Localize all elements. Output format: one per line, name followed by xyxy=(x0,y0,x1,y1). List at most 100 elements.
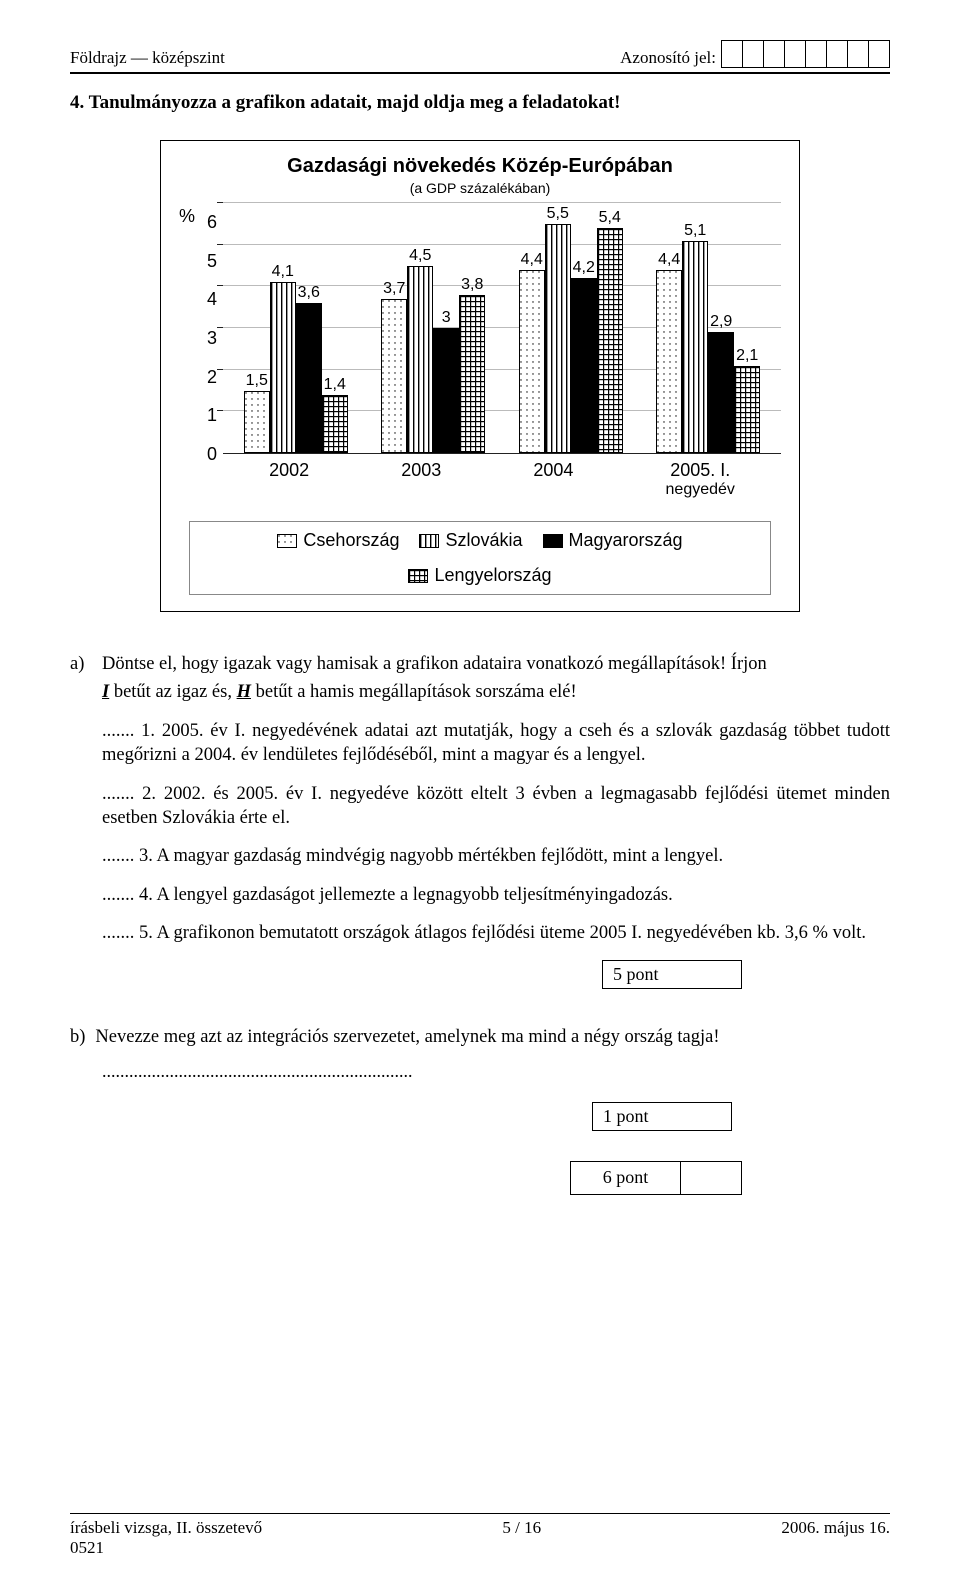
bar: 1,4 xyxy=(322,395,348,453)
legend-swatch xyxy=(419,534,439,548)
statement-2: ....... 2. 2002. és 2005. év I. negyedév… xyxy=(70,782,890,831)
bar: 2,1 xyxy=(734,366,760,454)
bar: 4,4 xyxy=(656,270,682,453)
legend-swatch xyxy=(543,534,563,548)
question-a: a) Döntse el, hogy igazak vagy hamisak a… xyxy=(70,652,890,676)
legend-label: Csehország xyxy=(303,530,399,551)
legend-item: Magyarország xyxy=(543,530,683,551)
gridline xyxy=(223,202,781,203)
bar: 3,7 xyxy=(381,299,407,453)
id-box-row xyxy=(722,40,890,68)
y-tick xyxy=(217,327,223,328)
qa-intro: Döntse el, hogy igazak vagy hamisak a gr… xyxy=(102,654,767,674)
bar: 4,1 xyxy=(270,282,296,453)
y-tick-label: 4 xyxy=(207,290,217,308)
x-tick-label: 2004 xyxy=(533,460,573,499)
bar: 2,9 xyxy=(708,332,734,453)
bar: 5,1 xyxy=(682,241,708,454)
bar-group: 3,74,533,8 xyxy=(381,266,485,454)
question-a-text: Döntse el, hogy igazak vagy hamisak a gr… xyxy=(102,652,767,676)
y-tick-label: 5 xyxy=(207,252,217,270)
id-box[interactable] xyxy=(805,40,827,68)
statement-5: ....... 5. A grafikonon bemutatott orszá… xyxy=(70,921,890,945)
y-tick-label: 6 xyxy=(207,213,217,231)
points-b-box: 1 pont xyxy=(592,1102,732,1132)
legend-swatch xyxy=(408,569,428,583)
bar-value-label: 3,8 xyxy=(461,276,483,294)
points-total-blank[interactable] xyxy=(681,1162,741,1194)
header-rule xyxy=(70,72,890,74)
question-a-line2: I betűt az igaz és, H betűt a hamis megá… xyxy=(70,680,890,704)
legend-label: Magyarország xyxy=(569,530,683,551)
bar: 4,4 xyxy=(519,270,545,453)
id-box[interactable] xyxy=(826,40,848,68)
header-right: Azonosító jel: xyxy=(620,40,890,68)
y-tick xyxy=(217,410,223,411)
bar-value-label: 4,5 xyxy=(409,247,431,265)
points-a-box: 5 pont xyxy=(602,960,742,990)
legend: Csehország Szlovákia Magyarország Lengyelor… xyxy=(189,521,771,595)
bar-group: 1,54,13,61,4 xyxy=(244,282,348,453)
y-tick xyxy=(217,202,223,203)
x-tick-label: 2005. I.negyedév xyxy=(666,460,735,499)
bar: 4,2 xyxy=(571,278,597,453)
x-axis-labels: 2002 2003 2004 2005. I.negyedév xyxy=(223,460,781,499)
bar-value-label: 4,2 xyxy=(573,259,595,277)
legend-label: Lengyelország xyxy=(434,565,551,586)
bar-value-label: 4,1 xyxy=(272,263,294,281)
id-box[interactable] xyxy=(763,40,785,68)
y-tick xyxy=(217,369,223,370)
bar: 3,8 xyxy=(459,295,485,453)
bar: 5,5 xyxy=(545,224,571,453)
bar-group: 4,45,54,25,4 xyxy=(519,224,623,453)
bar-value-label: 5,4 xyxy=(599,209,621,227)
points-total-box: 6 pont xyxy=(570,1161,742,1195)
bar-value-label: 3,6 xyxy=(298,284,320,302)
task-heading: 4. Tanulmányozza a grafikon adatait, maj… xyxy=(70,92,890,114)
qa-end: betűt a hamis megállapítások sorszáma el… xyxy=(251,682,577,702)
footer-left-line2: 0521 xyxy=(70,1538,262,1558)
y-tick-label: 2 xyxy=(207,368,217,386)
id-box[interactable] xyxy=(868,40,890,68)
bar-value-label: 1,4 xyxy=(324,376,346,394)
y-tick xyxy=(217,285,223,286)
page-footer: írásbeli vizsga, II. összetevő 0521 5 / … xyxy=(70,1513,890,1558)
question-a-label: a) xyxy=(70,652,92,676)
id-box[interactable] xyxy=(742,40,764,68)
footer-right: 2006. május 16. xyxy=(781,1518,890,1558)
statement-1: ....... 1. 2005. év I. negyedévének adat… xyxy=(70,719,890,768)
bar-value-label: 5,1 xyxy=(684,222,706,240)
id-box[interactable] xyxy=(847,40,869,68)
y-tick xyxy=(217,244,223,245)
legend-label: Szlovákia xyxy=(445,530,522,551)
id-box[interactable] xyxy=(721,40,743,68)
chart-container: Gazdasági növekedés Közép-Európában (a G… xyxy=(160,140,800,612)
y-axis-label: % xyxy=(179,204,207,499)
y-tick-label: 0 xyxy=(207,445,217,463)
bar-value-label: 5,5 xyxy=(547,205,569,223)
answer-line[interactable]: ........................................… xyxy=(70,1060,890,1084)
bar: 3,6 xyxy=(296,303,322,453)
footer-left-line1: írásbeli vizsga, II. összetevő xyxy=(70,1518,262,1538)
legend-swatch xyxy=(277,534,297,548)
y-tick-label: 3 xyxy=(207,329,217,347)
points-total-row: 6 pont xyxy=(70,1161,890,1195)
id-box[interactable] xyxy=(784,40,806,68)
bar-value-label: 2,9 xyxy=(710,313,732,331)
bar-value-label: 2,1 xyxy=(736,347,758,365)
letter-h: H xyxy=(237,682,251,702)
chart-subtitle: (a GDP százalékában) xyxy=(179,180,781,196)
x-tick-label: 2003 xyxy=(401,460,441,499)
points-a-row: 5 pont xyxy=(70,960,890,990)
chart-title: Gazdasági növekedés Közép-Európában xyxy=(179,155,781,178)
y-tick-label: 1 xyxy=(207,406,217,424)
bar-group: 4,45,12,92,1 xyxy=(656,241,760,454)
id-label: Azonosító jel: xyxy=(620,48,716,68)
question-b: b) Nevezze meg azt az integrációs szerve… xyxy=(70,1025,890,1049)
points-total-label: 6 pont xyxy=(571,1162,681,1194)
y-axis: 6543210 xyxy=(207,204,223,454)
bar-value-label: 4,4 xyxy=(658,251,680,269)
bar: 1,5 xyxy=(244,391,270,454)
legend-item: Lengyelország xyxy=(408,565,551,586)
x-tick-label: 2002 xyxy=(269,460,309,499)
